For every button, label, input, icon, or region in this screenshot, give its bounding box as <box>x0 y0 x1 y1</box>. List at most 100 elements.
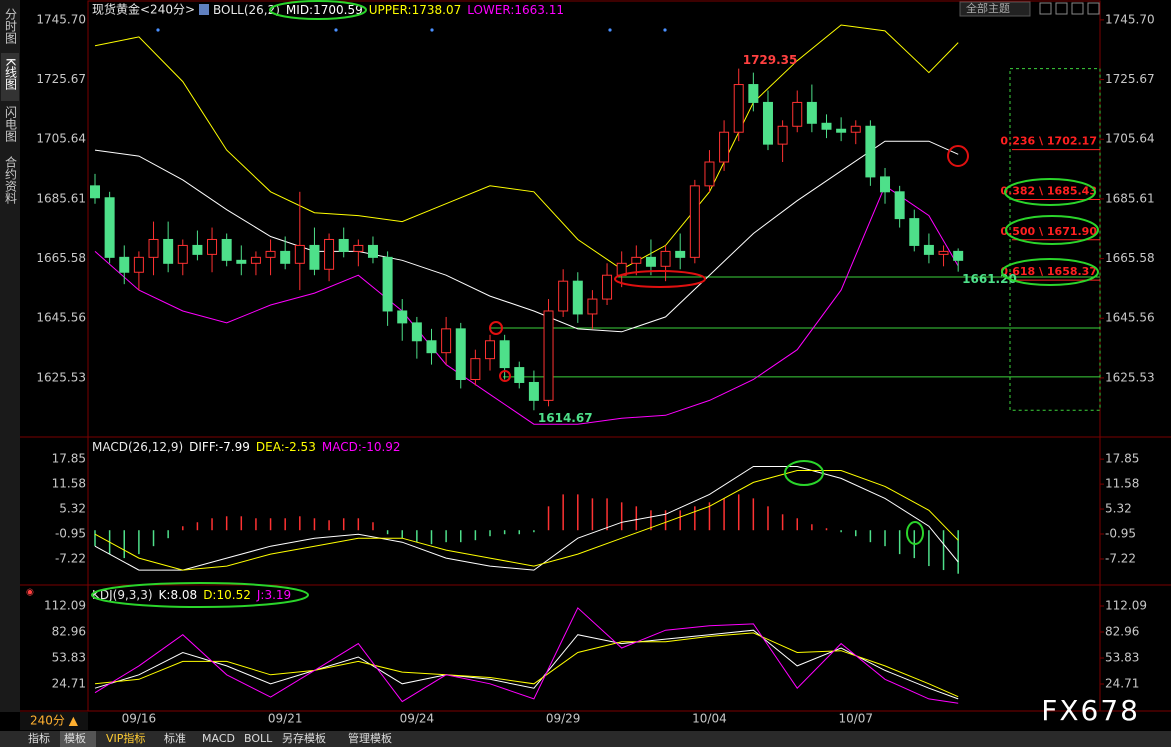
y-tick-label: 1745.70 <box>1105 12 1155 26</box>
period-label[interactable]: 240分 ▲ <box>30 714 79 728</box>
extreme-label: 1614.67 <box>538 411 593 425</box>
candle-body <box>236 259 247 264</box>
y-tick-label: 1665.58 <box>36 251 86 265</box>
y-tick-label: 1725.67 <box>36 72 86 86</box>
bottom-tab[interactable]: MACD <box>202 732 235 745</box>
candle-body <box>938 250 949 255</box>
candle-body <box>163 238 174 264</box>
x-tick-label: 09/29 <box>546 712 581 726</box>
candle-body <box>704 161 715 187</box>
sidebar-active <box>1 53 19 101</box>
indicator-line <box>94 466 959 571</box>
y-tick-label: 1705.64 <box>36 132 86 146</box>
sidebar-tab[interactable]: 闪电图 <box>4 106 18 142</box>
candle-body <box>294 244 305 264</box>
legend-value: 10.52 <box>216 588 250 602</box>
candle-body <box>192 244 203 255</box>
y-tick-label: -7.22 <box>1105 551 1136 565</box>
icon[interactable] <box>1071 2 1084 15</box>
bottom-tab[interactable]: 标准 <box>164 731 186 745</box>
indicator-header: BOLL(26,2) MID:1700.59 UPPER:1738.07 LOWER:… <box>213 3 564 17</box>
theme-dropdown[interactable] <box>959 1 1031 17</box>
bottom-bar <box>0 731 1171 747</box>
bottom-tab[interactable]: 管理模板 <box>348 731 392 745</box>
legend-name: MACD: <box>322 440 362 454</box>
candle-body <box>104 197 115 258</box>
y-tick-label: 112.09 <box>44 599 86 613</box>
indicator-header: KDJ(9,3,3) K:8.08 D:10.52 J:3.19 <box>92 588 291 602</box>
candle-body <box>719 131 730 163</box>
legend-value: 1700.59 <box>313 3 363 17</box>
legend-name: LOWER: <box>467 3 514 17</box>
legend-name: J: <box>256 588 265 602</box>
legend-name: K: <box>159 588 171 602</box>
legend-value: 1738.07 <box>412 3 462 17</box>
sidebar-tab[interactable]: 分时图 <box>4 8 18 44</box>
candle-body <box>250 256 261 264</box>
candle-body <box>748 84 759 103</box>
icon[interactable] <box>1039 2 1052 15</box>
candle-body <box>587 298 598 315</box>
candle-body <box>821 122 832 130</box>
candle-body <box>762 101 773 145</box>
legend-value: -7.99 <box>219 440 250 454</box>
candle-body <box>645 256 656 267</box>
period-box[interactable] <box>20 712 88 730</box>
icon[interactable] <box>1087 2 1100 15</box>
candle-body <box>382 256 393 312</box>
candle-body <box>689 185 700 258</box>
candle-body <box>792 101 803 127</box>
y-tick-label: 24.71 <box>1105 677 1139 691</box>
bottom-tab[interactable]: 模板 <box>64 731 86 745</box>
indicator-line <box>94 632 959 698</box>
bottom-tab[interactable]: BOLL <box>244 732 273 745</box>
x-tick-label: 10/07 <box>838 712 873 726</box>
x-tick-label: 09/16 <box>122 712 157 726</box>
y-tick-label: -7.22 <box>55 551 86 565</box>
legend-value: -10.92 <box>362 440 401 454</box>
event-markers <box>156 28 667 32</box>
y-tick-label: 53.83 <box>52 651 86 665</box>
tab-active <box>60 731 96 747</box>
indicator-icon <box>199 4 209 15</box>
candle-body <box>675 250 686 258</box>
y-tick-label: 1725.67 <box>1105 72 1155 86</box>
y-tick-label: -0.95 <box>55 527 86 541</box>
candle-body <box>485 340 496 360</box>
candle-body <box>353 244 364 252</box>
bottom-tabs: 指标 模板 VIP指标 标准 MACD BOLL 另存模板 管理模板 <box>28 731 392 745</box>
y-tick-label: 112.09 <box>1105 599 1147 613</box>
fib-label: 0.236 \ 1702.17 <box>1000 135 1097 148</box>
bottom-tab[interactable]: VIP指标 <box>106 731 145 745</box>
candle-body <box>894 191 905 220</box>
legend-name: UPPER: <box>369 3 412 17</box>
x-tick-label: 09/24 <box>400 712 435 726</box>
legend-value: 8.08 <box>170 588 197 602</box>
bottom-tab[interactable]: 另存模板 <box>282 731 326 745</box>
y-tick-label: 1645.56 <box>36 311 86 325</box>
candle-body <box>455 328 466 380</box>
y-tick-label: 1645.56 <box>1105 311 1155 325</box>
candle-body <box>133 256 144 273</box>
candle-body <box>426 340 437 354</box>
sidebar-tab[interactable]: K线图 <box>4 58 18 90</box>
candle-body <box>207 238 218 255</box>
icon[interactable] <box>1055 2 1068 15</box>
legend-value: -2.53 <box>285 440 316 454</box>
indicator-name: KDJ(9,3,3) <box>92 588 153 602</box>
sidebar-tab[interactable]: 合约资料 <box>4 155 18 204</box>
bottom-tab[interactable]: 指标 <box>28 731 50 745</box>
legend-name: D: <box>203 588 216 602</box>
legend-value: 1663.11 <box>514 3 564 17</box>
candle-body <box>543 310 554 401</box>
y-tick-label: 1625.53 <box>36 370 86 384</box>
y-tick-label: 17.85 <box>52 452 86 466</box>
candle-body <box>324 238 335 270</box>
candle-body <box>836 128 847 133</box>
indicator-name: BOLL(26,2) <box>213 3 280 17</box>
y-tick-label: 1625.53 <box>1105 370 1155 384</box>
candle-body <box>265 250 276 258</box>
candle-body <box>280 250 291 264</box>
